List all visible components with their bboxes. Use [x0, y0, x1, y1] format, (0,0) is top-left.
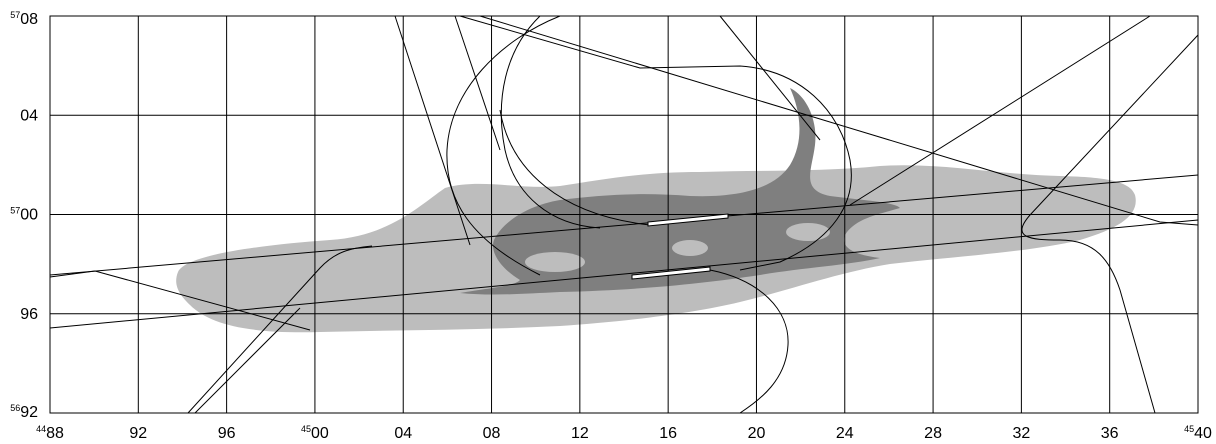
- road: [459, 15, 852, 271]
- label-text: 92: [129, 425, 147, 442]
- grid: [49, 15, 1199, 414]
- label-text: 32: [1012, 425, 1030, 442]
- label-text: 96: [218, 425, 236, 442]
- road: [719, 15, 821, 141]
- contours: [176, 88, 1136, 333]
- label-prefix: 45: [1184, 424, 1194, 434]
- road: [500, 15, 601, 229]
- grid-label: 28: [924, 425, 942, 442]
- road: [479, 15, 1199, 226]
- road: [499, 109, 651, 226]
- label-text: 28: [924, 425, 942, 442]
- map-frame: [49, 15, 1199, 414]
- road: [709, 269, 789, 414]
- label-text: 12: [571, 425, 589, 442]
- contour-hole: [786, 223, 830, 241]
- label-text: 96: [20, 306, 38, 323]
- road: [194, 307, 301, 414]
- frame: [49, 15, 1199, 414]
- grid-label: 4540: [1184, 424, 1212, 442]
- label-text: 00: [311, 425, 329, 442]
- grid-label: 92: [129, 425, 147, 442]
- road: [849, 15, 1151, 206]
- label-text: 88: [46, 425, 64, 442]
- contour-hole: [672, 240, 708, 256]
- label-prefix: 56: [10, 403, 20, 413]
- grid-label: 96: [218, 425, 236, 442]
- label-text: 04: [20, 107, 38, 124]
- label-text: 00: [20, 207, 38, 224]
- label-prefix: 44: [36, 424, 46, 434]
- grid-label: 12: [571, 425, 589, 442]
- grid-label: 24: [836, 425, 854, 442]
- label-prefix: 45: [301, 424, 311, 434]
- grid-label: 5692: [10, 403, 38, 421]
- runways: [631, 213, 729, 280]
- grid-label: 04: [394, 425, 412, 442]
- grid-label: 20: [748, 425, 766, 442]
- roads: [49, 15, 1199, 414]
- label-text: 24: [836, 425, 854, 442]
- road: [454, 15, 501, 151]
- road: [394, 15, 471, 246]
- grid-label: 04: [20, 107, 38, 124]
- grid-label: 36: [1101, 425, 1119, 442]
- label-prefix: 57: [10, 10, 20, 20]
- label-text: 40: [1194, 425, 1212, 442]
- road: [49, 219, 1199, 329]
- road: [1021, 34, 1199, 414]
- grid-label: 4488: [36, 424, 64, 442]
- contour-hole: [525, 252, 585, 272]
- road: [49, 174, 1199, 276]
- label-text: 08: [20, 11, 38, 28]
- grid-label: 5700: [10, 206, 38, 224]
- inner-contour: [460, 88, 900, 295]
- grid-label: 32: [1012, 425, 1030, 442]
- grid-label: 4500: [301, 424, 329, 442]
- grid-label: 16: [659, 425, 677, 442]
- label-text: 08: [483, 425, 501, 442]
- label-text: 92: [20, 404, 38, 421]
- road: [446, 15, 561, 276]
- label-text: 16: [659, 425, 677, 442]
- grid-label: 96: [20, 306, 38, 323]
- grid-labels: 4488 92 96 4500 04 08 12 16 20 24 28 32 36 4540570804…: [10, 10, 1212, 442]
- label-prefix: 57: [10, 206, 20, 216]
- grid-label: 5708: [10, 10, 38, 28]
- runway: [647, 213, 729, 227]
- road: [49, 270, 311, 331]
- label-text: 20: [748, 425, 766, 442]
- road: [187, 245, 373, 414]
- runway: [631, 266, 711, 280]
- label-text: 36: [1101, 425, 1119, 442]
- label-text: 04: [394, 425, 412, 442]
- grid-label: 08: [483, 425, 501, 442]
